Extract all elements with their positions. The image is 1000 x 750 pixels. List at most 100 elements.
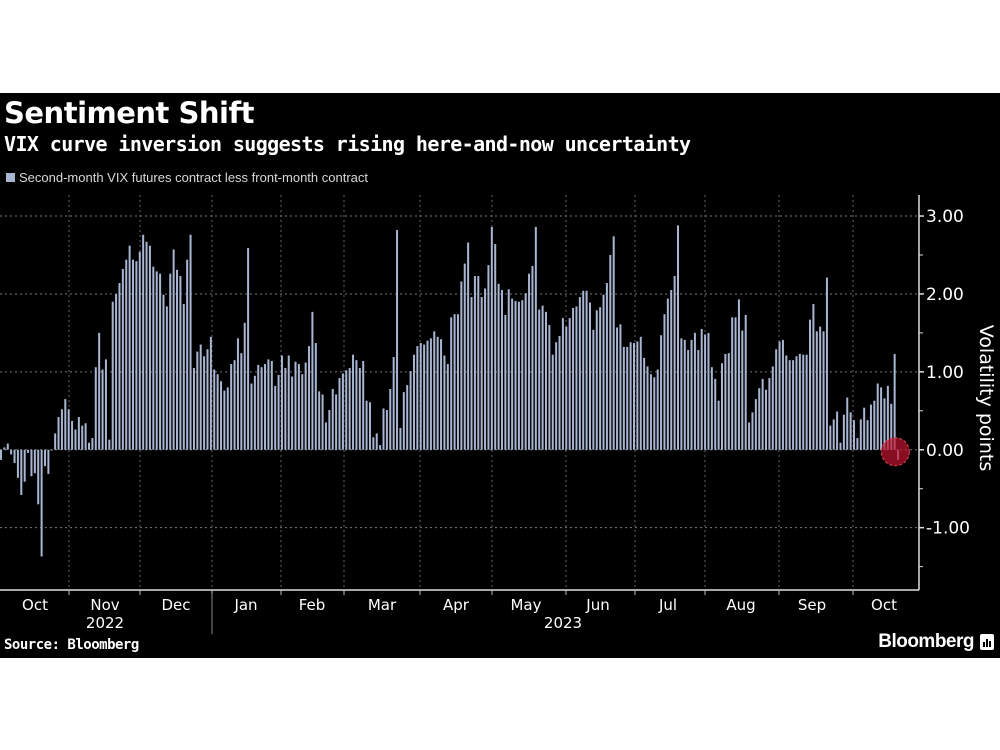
bar — [203, 356, 206, 450]
bar — [605, 283, 608, 450]
bar — [402, 392, 405, 450]
bar — [240, 353, 243, 450]
bar — [758, 388, 761, 450]
bar — [548, 325, 551, 450]
bar — [704, 334, 707, 450]
bar — [365, 400, 368, 450]
x-month-label: Jun — [585, 596, 609, 614]
bar — [629, 342, 632, 450]
bar — [318, 391, 321, 450]
bar — [199, 344, 202, 450]
x-month-label: Mar — [368, 596, 397, 614]
bar — [599, 307, 602, 450]
bar — [101, 369, 104, 450]
bar — [77, 417, 80, 450]
bar — [111, 301, 114, 450]
bar — [182, 304, 185, 450]
bar — [23, 449, 26, 482]
bar — [321, 394, 324, 450]
bar — [656, 369, 659, 450]
bar — [497, 283, 500, 450]
bar — [443, 355, 446, 450]
y-tick-label: 2.00 — [926, 285, 964, 305]
bar — [727, 353, 730, 450]
bar — [257, 364, 260, 450]
bar — [186, 259, 189, 450]
bar — [396, 230, 399, 450]
bar — [358, 367, 361, 450]
bar — [846, 397, 849, 450]
bar — [876, 383, 879, 450]
bar — [382, 408, 385, 450]
bar — [419, 343, 422, 450]
bar — [765, 389, 768, 450]
x-month-label: Apr — [443, 596, 470, 614]
bar — [578, 297, 581, 450]
bar — [487, 265, 490, 450]
bar — [751, 412, 754, 450]
bar — [196, 351, 199, 450]
bar — [284, 367, 287, 450]
bar — [148, 245, 151, 450]
bar — [0, 449, 2, 460]
bar — [646, 366, 649, 450]
chart-title: Sentiment Shift — [4, 96, 254, 130]
bar — [788, 360, 791, 450]
bar — [541, 305, 544, 450]
bar — [616, 327, 619, 450]
bar — [693, 332, 696, 450]
bar — [609, 254, 612, 450]
bar — [585, 290, 588, 450]
bar — [714, 378, 717, 450]
bar — [595, 310, 598, 450]
bar — [717, 400, 720, 450]
bar — [697, 350, 700, 450]
bar — [456, 314, 459, 450]
bar — [805, 354, 808, 450]
bar — [433, 331, 436, 450]
bar — [467, 242, 470, 450]
bar — [216, 374, 219, 450]
source-note: Source: Bloomberg — [4, 637, 139, 653]
x-year-label: 2023 — [544, 614, 582, 632]
bar — [883, 398, 886, 450]
bar — [511, 298, 514, 450]
bar — [138, 251, 141, 450]
bar — [335, 394, 338, 450]
bar — [822, 331, 825, 450]
bar — [230, 364, 233, 450]
y-tick-label: -1.00 — [926, 519, 970, 539]
bar — [825, 277, 828, 450]
bar — [565, 326, 568, 450]
bar — [57, 417, 60, 450]
bar — [352, 354, 355, 450]
bar — [247, 247, 250, 450]
bar — [412, 354, 415, 450]
bar — [534, 226, 537, 450]
bar — [775, 349, 778, 450]
bar — [189, 234, 192, 450]
bar — [385, 410, 388, 450]
bar — [71, 420, 74, 450]
bar — [721, 363, 724, 450]
bar — [98, 332, 101, 450]
bar — [666, 298, 669, 450]
bar — [619, 324, 622, 450]
bar — [260, 367, 263, 450]
bar — [145, 241, 148, 450]
bar — [863, 407, 866, 450]
bar — [206, 349, 209, 450]
bar — [829, 425, 832, 450]
bar — [74, 429, 77, 450]
bar — [812, 304, 815, 450]
bar — [680, 338, 683, 450]
bar — [348, 367, 351, 450]
x-month-label: Feb — [299, 596, 326, 614]
bar — [544, 311, 547, 450]
y-tick-label: 0.00 — [926, 441, 964, 461]
bar — [314, 343, 317, 450]
bar — [429, 338, 432, 450]
bar — [528, 273, 531, 450]
bar — [890, 403, 893, 450]
bar — [460, 281, 463, 450]
